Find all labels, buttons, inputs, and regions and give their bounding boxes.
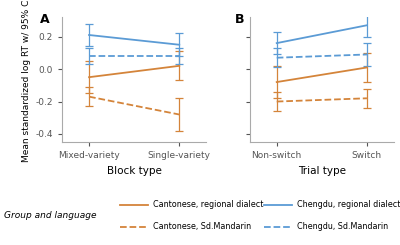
Text: Chengdu, regional dialect: Chengdu, regional dialect — [297, 200, 400, 209]
Text: Chengdu, Sd.Mandarin: Chengdu, Sd.Mandarin — [297, 222, 388, 231]
X-axis label: Block type: Block type — [107, 166, 162, 176]
Text: Cantonese, Sd.Mandarin: Cantonese, Sd.Mandarin — [153, 222, 251, 231]
Y-axis label: Mean standardized log RT w/ 95% CI: Mean standardized log RT w/ 95% CI — [22, 0, 31, 162]
Text: Group and language: Group and language — [4, 211, 96, 220]
Text: Cantonese, regional dialect: Cantonese, regional dialect — [153, 200, 264, 209]
Text: B: B — [235, 13, 245, 26]
Text: A: A — [40, 13, 50, 26]
X-axis label: Trial type: Trial type — [298, 166, 346, 176]
